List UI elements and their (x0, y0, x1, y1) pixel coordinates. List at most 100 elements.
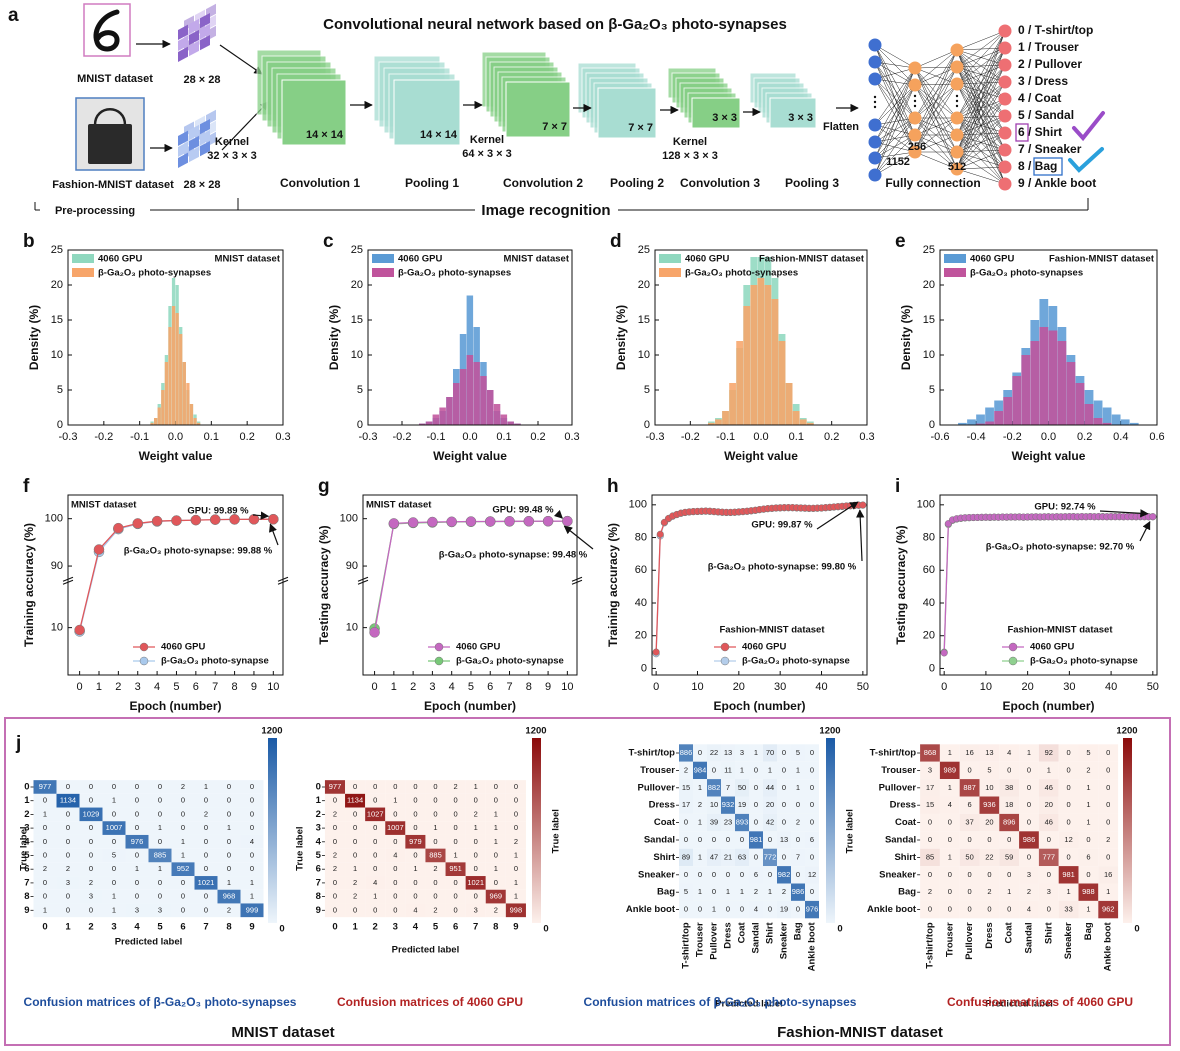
matrix-cell (1098, 848, 1119, 867)
y-tick-label: 10 (51, 622, 63, 634)
histogram-bar (514, 423, 521, 425)
cell-value: 896 (1003, 818, 1016, 827)
ellipsis-dot (913, 94, 917, 98)
cell-value: 0 (494, 782, 498, 791)
cell-value: 2 (1027, 887, 1031, 896)
edge (874, 67, 916, 176)
input-grid (178, 109, 216, 168)
neuron (998, 41, 1012, 55)
cell-value: 868 (924, 748, 937, 757)
matrix-cell (721, 761, 735, 780)
cell-value: 0 (726, 905, 730, 914)
x-tick-label: -0.1 (427, 431, 446, 443)
histogram-bar (976, 423, 985, 425)
matrix-cell (959, 796, 980, 814)
cell-value: 0 (698, 870, 702, 879)
matrix-cell (345, 889, 366, 904)
row-label: 6 (316, 864, 321, 875)
matrix-cell (240, 876, 264, 890)
edge (874, 78, 916, 86)
data-point (113, 522, 124, 534)
annotation: MNIST dataset (71, 500, 137, 511)
matrix-cell (721, 848, 735, 867)
cell-value: 50 (965, 852, 973, 861)
callout: GPU: 99.87 % (751, 520, 813, 531)
matrix-cell (79, 848, 103, 863)
panel-label: i (895, 476, 900, 497)
cell-value: 882 (708, 783, 721, 792)
class-label: 6 / Shirt (1018, 125, 1062, 139)
matrix-cell (959, 761, 980, 780)
x-tick-label: 40 (815, 681, 827, 693)
matrix-cell (920, 866, 940, 884)
matrix-cell (79, 834, 103, 849)
cell-value: 0 (373, 850, 377, 859)
y-tick-label: 90 (51, 560, 63, 572)
histogram-bar (507, 421, 514, 425)
cell-value: 0 (413, 850, 417, 859)
cell-value: 0 (796, 870, 800, 879)
label: 7 × 7 (542, 121, 567, 133)
matrix-cell (1038, 883, 1059, 901)
matrix-cell (125, 821, 149, 835)
matrix-cell (679, 761, 693, 780)
matrix-cell (920, 761, 940, 780)
class-label: 5 / Sandal (1018, 108, 1074, 122)
row-label: 8 (24, 891, 29, 902)
cell-value: 0 (181, 905, 185, 914)
matrix-cell (125, 876, 149, 890)
matrix-cell (445, 780, 466, 794)
cell-value: 20 (766, 800, 774, 809)
cell-value: 951 (449, 864, 462, 873)
cell-value: 2 (43, 864, 47, 873)
column-label: Sandal (1024, 922, 1035, 953)
matrix-cell (365, 780, 386, 794)
x-tick-label: 5 (468, 681, 474, 693)
histogram-bar (1102, 407, 1112, 425)
cell-value: 2 (433, 905, 437, 914)
cell-value: 1 (514, 850, 518, 859)
matrix-cell (679, 744, 693, 762)
cell-value: 4 (948, 800, 952, 809)
x-axis-title: Epoch (number) (1003, 699, 1095, 713)
ellipsis-dot (955, 99, 959, 103)
matrix-cell (939, 761, 960, 780)
axis-title: True label (295, 826, 306, 870)
histogram-bar (1084, 404, 1094, 425)
cell-value: 952 (177, 864, 190, 873)
cell-value: 1 (494, 837, 498, 846)
cell-value: 0 (684, 870, 688, 879)
column-label: Dress (984, 922, 995, 948)
matrix-cell (240, 848, 264, 863)
caption: Confusion matrices of 4060 GPU (947, 995, 1133, 1009)
matrix-cell (345, 862, 366, 877)
grid-cell (189, 146, 199, 163)
matrix-cell (505, 821, 526, 835)
legend-marker (720, 642, 730, 652)
axis-title: True label (19, 826, 30, 870)
edge (874, 61, 916, 119)
cell-value: 6 (968, 800, 972, 809)
histogram-bar (1075, 383, 1085, 425)
cell-value: 0 (1106, 783, 1110, 792)
cell-value: 37 (965, 818, 973, 827)
matrix-cell (721, 883, 735, 901)
row-label: Bag (898, 887, 916, 898)
data-point (542, 515, 554, 527)
matrix-cell (999, 779, 1020, 797)
matrix-cell (979, 848, 1000, 867)
matrix-cell (445, 876, 466, 890)
grid-cell (178, 141, 188, 157)
data-point (171, 515, 182, 526)
matrix-cell (749, 848, 763, 867)
legend-label: 4060 GPU (685, 254, 729, 265)
row-label: Sneaker (638, 869, 675, 880)
x-tick-label: 2 (410, 681, 416, 693)
y-tick-label: 20 (923, 279, 935, 291)
grid-cell (200, 118, 210, 135)
matrix-cell (777, 831, 791, 849)
cell-value: 3 (135, 905, 139, 914)
matrix-cell (959, 848, 980, 867)
x-tick-label: 30 (1063, 681, 1075, 693)
arrow (855, 509, 865, 562)
